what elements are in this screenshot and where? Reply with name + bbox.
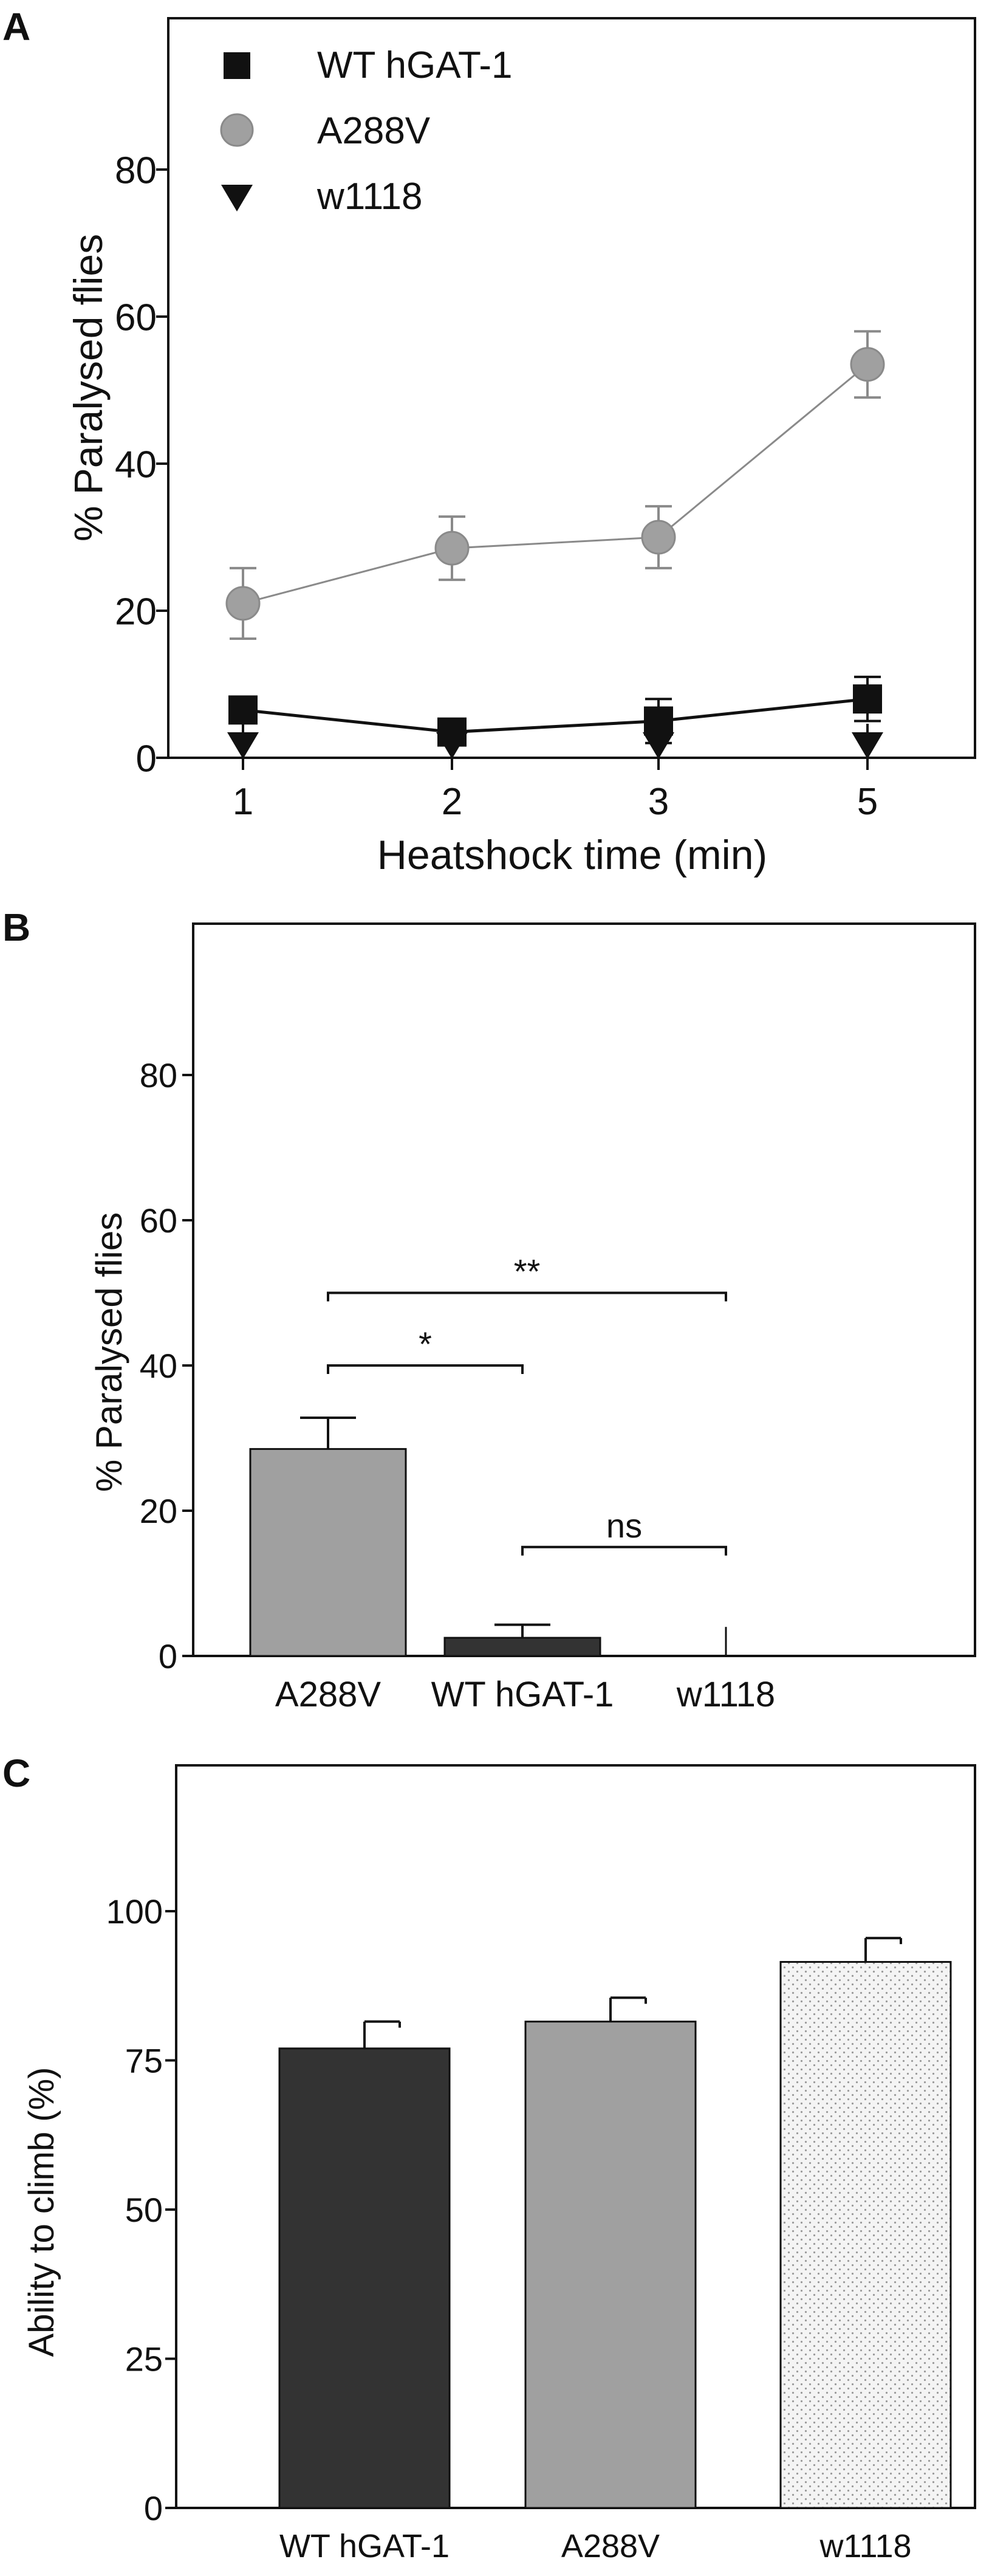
legend-item-wt-hgat-1: WT hGAT-1 [224, 44, 513, 86]
panel-b-letter: B [2, 905, 30, 949]
x-tick-label: 1 [233, 781, 253, 823]
x-tick-label: 2 [442, 781, 462, 823]
x-tick-label: WT hGAT-1 [431, 1675, 614, 1714]
bar-w1118 [779, 1960, 952, 2509]
y-tick-label: 80 [115, 149, 157, 191]
bar-wt-hgat-1 [278, 2047, 451, 2509]
data-point-triangle [643, 732, 674, 759]
legend-square-marker [224, 52, 250, 79]
y-tick-label: 75 [125, 2042, 163, 2080]
x-tick-label: A288V [561, 2528, 660, 2564]
data-point-circle [850, 347, 885, 382]
legend-item-w1118: w1118 [221, 176, 423, 218]
panel-b-y-axis: 0 20 40 60 80 [140, 1056, 193, 1675]
legend-label-a288v: A288V [317, 110, 431, 152]
y-tick-label: 0 [144, 2489, 163, 2527]
panel-a-letter: A [2, 5, 30, 49]
y-tick-label: 60 [115, 297, 157, 338]
panel-b-bars [249, 1417, 727, 1657]
panel-c-y-axis: 0 25 50 75 100 [106, 1892, 176, 2527]
data-point-triangle [852, 732, 883, 759]
panel-c-letter: C [2, 1751, 30, 1795]
y-tick-label: 60 [140, 1201, 177, 1240]
legend-label-wt-hgat-1: WT hGAT-1 [317, 44, 513, 86]
panel-a-y-axis-label: % Paralysed flies [66, 234, 111, 541]
legend-item-a288v: A288V [220, 110, 431, 152]
significance-bracket [327, 1364, 524, 1374]
series-line-a288v [242, 363, 868, 605]
bar-a288v [524, 2021, 697, 2509]
panel-c-y-axis-label: Ability to climb (%) [22, 2067, 61, 2357]
panel-a-x-axis: 1 2 3 5 [233, 758, 878, 823]
y-tick-label: 40 [115, 444, 157, 486]
data-point-circle [225, 586, 261, 621]
data-point-square [853, 684, 882, 714]
panel-b-y-axis-label: % Paralysed flies [89, 1212, 129, 1492]
y-tick-label: 0 [136, 738, 157, 780]
panel-a-x-axis-label: Heatshock time (min) [377, 832, 767, 878]
x-tick-label: WT hGAT-1 [279, 2528, 450, 2564]
y-tick-label: 50 [125, 2191, 163, 2229]
bar-a288v [249, 1448, 407, 1657]
bar-wt-hgat-1 [443, 1637, 601, 1657]
x-tick-label: w1118 [676, 1675, 775, 1714]
y-tick-label: 80 [140, 1056, 177, 1094]
significance-bracket [327, 1291, 727, 1302]
legend-triangle-marker [221, 185, 253, 211]
series-line-wt-hgat-1 [242, 697, 868, 734]
x-tick-label: A288V [275, 1675, 381, 1714]
y-tick-label: 20 [140, 1492, 177, 1530]
y-tick-label: 0 [159, 1637, 177, 1675]
x-tick-label: w1118 [819, 2528, 911, 2564]
panel-a-series [225, 330, 885, 759]
significance-label: * [419, 1325, 432, 1363]
panel-c-bars [278, 1937, 952, 2509]
y-tick-label: 40 [140, 1347, 177, 1385]
panel-c-x-axis: WT hGAT-1 A288V w1118 [279, 2528, 912, 2564]
data-point-circle [641, 520, 676, 555]
legend-circle-marker [220, 113, 254, 147]
significance-label: ns [606, 1506, 642, 1545]
panel-c: C 0 25 50 75 100 WT hGAT-1 A288V w1118 Ability… [2, 1751, 976, 2564]
panel-a-plot-frame [167, 17, 976, 759]
data-point-square [228, 695, 258, 725]
y-tick-label: 20 [115, 591, 157, 633]
data-point-triangle [227, 732, 259, 759]
y-tick-label: 25 [125, 2340, 163, 2379]
panel-b-significance: ***ns [327, 1252, 727, 1556]
x-tick-label: 5 [857, 781, 878, 823]
x-tick-label: 3 [648, 781, 669, 823]
significance-bracket [521, 1545, 727, 1556]
legend-label-w1118: w1118 [316, 176, 423, 218]
data-point-circle [434, 531, 470, 566]
data-point-triangle [436, 732, 468, 759]
panel-a-legend: WT hGAT-1 A288V w1118 [220, 44, 513, 218]
panel-a-y-axis: 0 20 40 60 80 [115, 149, 168, 780]
significance-label: ** [514, 1252, 541, 1291]
y-tick-label: 100 [106, 1892, 163, 1931]
panel-a: A 0 20 40 60 80 1 2 3 5 % Paralysed flies Heats… [2, 5, 976, 878]
panel-b-x-axis: A288V WT hGAT-1 w1118 [275, 1675, 775, 1714]
